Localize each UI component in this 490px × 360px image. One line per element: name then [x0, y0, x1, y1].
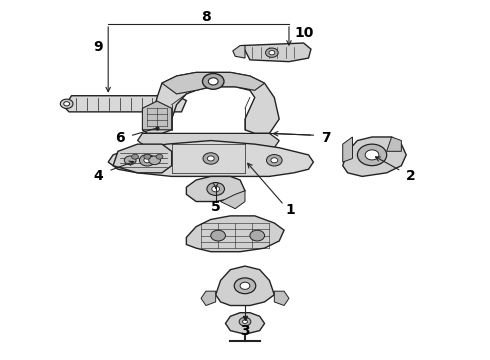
Text: 2: 2: [406, 170, 416, 183]
Circle shape: [212, 186, 220, 192]
Circle shape: [266, 48, 278, 57]
Circle shape: [211, 230, 225, 241]
Circle shape: [144, 154, 151, 159]
Circle shape: [208, 78, 218, 85]
Circle shape: [243, 320, 247, 323]
Polygon shape: [220, 191, 245, 209]
Text: 4: 4: [94, 170, 103, 183]
Polygon shape: [211, 72, 279, 134]
Circle shape: [203, 153, 219, 164]
Polygon shape: [108, 140, 314, 176]
Circle shape: [250, 230, 265, 241]
Polygon shape: [387, 137, 401, 151]
Circle shape: [144, 158, 151, 163]
Circle shape: [240, 282, 250, 289]
Polygon shape: [343, 137, 352, 162]
Circle shape: [269, 50, 275, 55]
Circle shape: [124, 156, 136, 165]
Polygon shape: [243, 43, 311, 62]
Text: 8: 8: [201, 10, 211, 24]
Polygon shape: [201, 291, 216, 306]
Circle shape: [234, 278, 256, 294]
Circle shape: [64, 102, 70, 106]
Circle shape: [207, 156, 214, 161]
Polygon shape: [186, 176, 245, 202]
Text: 10: 10: [294, 26, 313, 40]
Text: 6: 6: [116, 131, 125, 145]
Polygon shape: [64, 96, 186, 112]
Circle shape: [357, 144, 387, 166]
Polygon shape: [143, 72, 211, 134]
Circle shape: [140, 154, 155, 166]
Polygon shape: [186, 216, 284, 252]
Circle shape: [60, 99, 73, 108]
Polygon shape: [343, 137, 406, 176]
Text: 9: 9: [94, 40, 103, 54]
Polygon shape: [162, 72, 265, 94]
Text: 7: 7: [321, 131, 330, 145]
Polygon shape: [138, 134, 279, 155]
Text: 3: 3: [240, 324, 250, 338]
Polygon shape: [113, 144, 172, 173]
Circle shape: [202, 73, 224, 89]
Circle shape: [239, 318, 251, 326]
Circle shape: [207, 183, 224, 195]
Circle shape: [267, 154, 282, 166]
Text: 5: 5: [211, 200, 220, 214]
Polygon shape: [225, 313, 265, 334]
Polygon shape: [143, 101, 172, 130]
Polygon shape: [233, 45, 245, 58]
Text: 1: 1: [285, 203, 295, 217]
Circle shape: [149, 156, 160, 165]
Circle shape: [156, 154, 163, 159]
Polygon shape: [274, 291, 289, 306]
Circle shape: [271, 158, 278, 163]
Polygon shape: [216, 266, 274, 306]
Circle shape: [365, 150, 379, 160]
Circle shape: [132, 154, 139, 159]
